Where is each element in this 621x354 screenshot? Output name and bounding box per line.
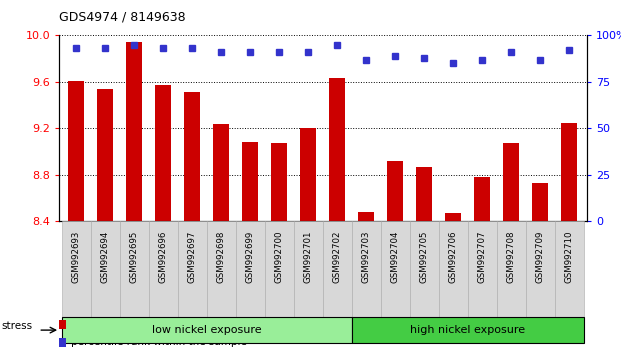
Text: GSM992701: GSM992701 xyxy=(304,231,313,283)
Text: GSM992702: GSM992702 xyxy=(333,231,342,283)
Bar xyxy=(68,81,84,221)
Bar xyxy=(155,85,171,221)
Bar xyxy=(504,143,519,221)
Bar xyxy=(445,213,461,221)
Bar xyxy=(271,143,288,221)
Text: GSM992705: GSM992705 xyxy=(420,231,429,283)
Bar xyxy=(417,167,432,221)
Text: GSM992709: GSM992709 xyxy=(536,231,545,283)
Text: GSM992710: GSM992710 xyxy=(565,231,574,283)
Text: high nickel exposure: high nickel exposure xyxy=(410,325,525,335)
Text: GSM992693: GSM992693 xyxy=(72,231,81,283)
Text: low nickel exposure: low nickel exposure xyxy=(152,325,261,335)
Text: GSM992694: GSM992694 xyxy=(101,231,110,283)
Text: GSM992700: GSM992700 xyxy=(275,231,284,283)
Text: GSM992706: GSM992706 xyxy=(449,231,458,283)
Bar xyxy=(184,92,201,221)
Text: GDS4974 / 8149638: GDS4974 / 8149638 xyxy=(59,11,186,24)
Text: GSM992696: GSM992696 xyxy=(159,231,168,283)
Text: GSM992707: GSM992707 xyxy=(478,231,487,283)
Text: stress: stress xyxy=(2,321,33,331)
Bar xyxy=(474,177,491,221)
Text: transformed count: transformed count xyxy=(71,320,169,330)
Bar xyxy=(127,42,142,221)
Bar xyxy=(532,183,548,221)
Text: GSM992708: GSM992708 xyxy=(507,231,516,283)
Text: GSM992703: GSM992703 xyxy=(362,231,371,283)
Bar xyxy=(97,89,114,221)
Text: GSM992698: GSM992698 xyxy=(217,231,226,283)
Bar xyxy=(214,124,229,221)
Text: GSM992704: GSM992704 xyxy=(391,231,400,283)
Text: GSM992699: GSM992699 xyxy=(246,231,255,283)
Bar xyxy=(561,122,578,221)
Bar xyxy=(388,161,404,221)
Text: GSM992697: GSM992697 xyxy=(188,231,197,283)
Bar xyxy=(330,78,345,221)
Bar xyxy=(301,129,316,221)
Bar xyxy=(358,212,374,221)
Bar xyxy=(242,142,258,221)
Text: percentile rank within the sample: percentile rank within the sample xyxy=(71,337,247,348)
Text: GSM992695: GSM992695 xyxy=(130,231,139,283)
